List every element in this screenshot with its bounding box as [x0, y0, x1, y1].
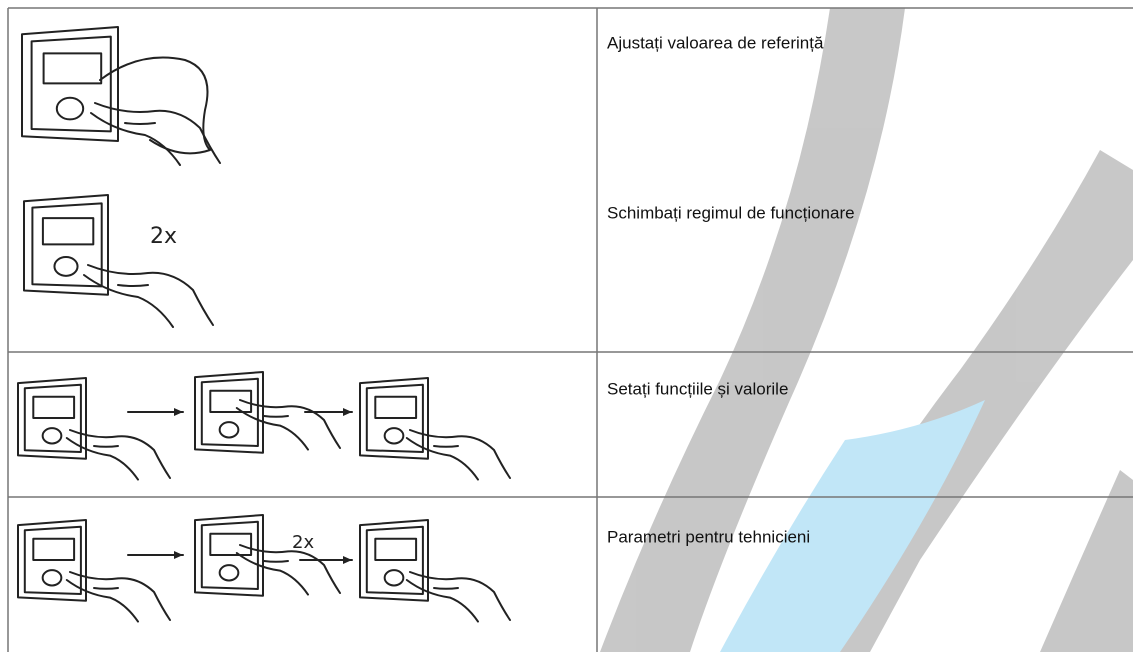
- hand: [99, 56, 211, 155]
- hand: [87, 264, 214, 326]
- hand: [405, 579, 479, 623]
- device: [23, 525, 82, 595]
- device: [365, 525, 424, 595]
- device: [17, 519, 87, 602]
- instruction-text: Parametri pentru tehnicieni: [607, 527, 810, 546]
- screen: [374, 537, 418, 561]
- arrow: [174, 408, 183, 416]
- hand: [235, 552, 309, 596]
- hand: [239, 544, 341, 594]
- hand: [409, 571, 511, 621]
- instruction-text: Ajustați valoarea de referință: [607, 33, 824, 52]
- screen: [42, 52, 103, 85]
- hand: [409, 429, 511, 479]
- screen: [209, 532, 253, 556]
- device: [194, 371, 264, 454]
- instruction-text: Schimbați regimul de funcționare: [607, 203, 855, 222]
- hand: [235, 407, 309, 451]
- press-count: 2x: [292, 532, 314, 553]
- instruction-text: Setați funcțiile și valorile: [607, 379, 788, 398]
- hand: [93, 587, 119, 590]
- hand: [93, 445, 119, 448]
- hand: [90, 112, 181, 166]
- knob: [53, 255, 79, 277]
- hand: [263, 415, 289, 418]
- watermark: [600, 8, 1133, 652]
- device: [365, 383, 424, 453]
- screen: [32, 537, 76, 561]
- hand: [263, 560, 289, 563]
- knob: [383, 427, 405, 445]
- device: [23, 383, 82, 453]
- device: [23, 194, 109, 296]
- hand: [69, 571, 171, 621]
- device: [30, 35, 112, 133]
- hand: [433, 587, 459, 590]
- knob: [55, 96, 85, 121]
- arrow: [343, 556, 352, 564]
- device: [200, 520, 259, 590]
- arrow: [174, 551, 183, 559]
- table-grid: [7, 7, 1133, 652]
- hand: [124, 122, 156, 125]
- device: [17, 377, 87, 460]
- screen: [374, 395, 418, 419]
- device: [359, 377, 429, 460]
- hand: [65, 579, 139, 623]
- hand: [65, 437, 139, 481]
- hand: [405, 437, 479, 481]
- device: [359, 519, 429, 602]
- illustrations: [17, 26, 511, 623]
- screen: [32, 395, 76, 419]
- hand: [117, 284, 149, 287]
- hand: [94, 102, 221, 164]
- hand: [69, 429, 171, 479]
- knob: [383, 569, 405, 587]
- knob: [41, 427, 63, 445]
- device: [194, 514, 264, 597]
- device: [21, 26, 119, 142]
- knob: [218, 564, 240, 582]
- arrow: [343, 408, 352, 416]
- knob: [41, 569, 63, 587]
- screen: [41, 217, 95, 246]
- hand: [239, 399, 341, 449]
- screen: [209, 389, 253, 413]
- knob: [218, 421, 240, 439]
- press-count: 2x: [150, 224, 177, 249]
- device: [200, 377, 259, 447]
- hand: [433, 445, 459, 448]
- hand: [83, 274, 174, 328]
